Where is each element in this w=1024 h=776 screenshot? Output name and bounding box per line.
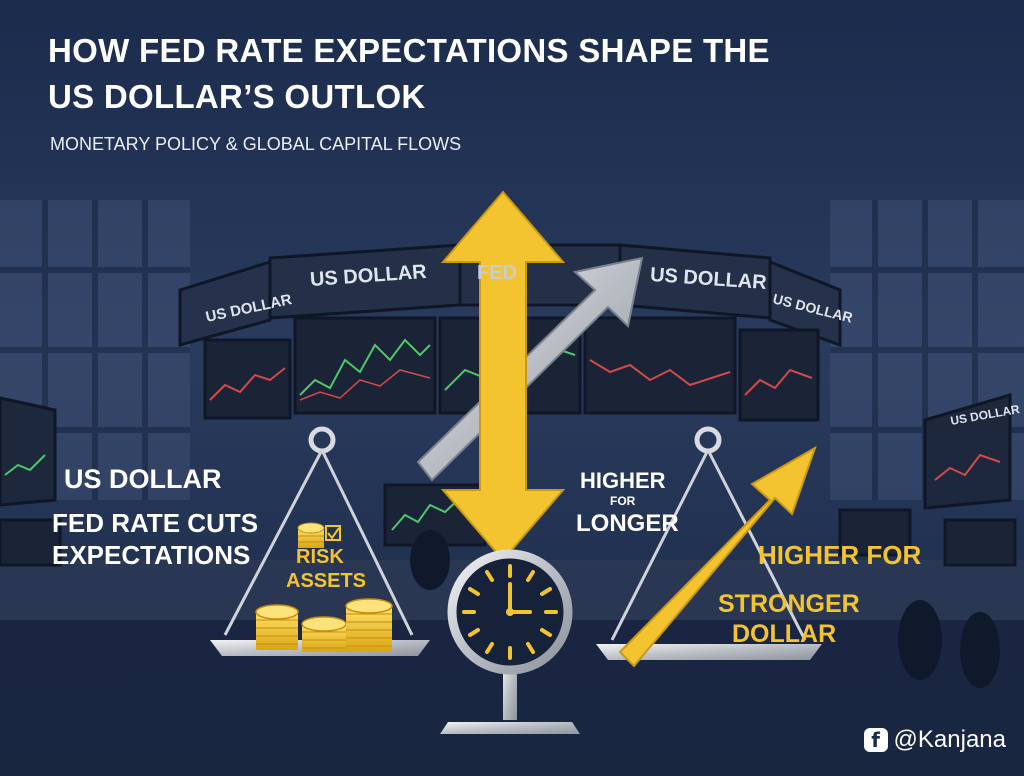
pan-label-risk: RISK xyxy=(296,546,344,568)
page-subtitle: MONETARY POLICY & GLOBAL CAPITAL FLOWS xyxy=(50,134,462,154)
right-stronger: STRONGER xyxy=(718,590,860,618)
chart-screens xyxy=(203,316,820,422)
page-title: HOW FED RATE EXPECTATIONS SHAPE THE US D… xyxy=(48,28,770,120)
left-heading: US DOLLAR xyxy=(64,464,222,494)
right-dollar: DOLLAR xyxy=(732,620,837,648)
right-longer: LONGER xyxy=(576,510,679,537)
silver-up-arrow xyxy=(416,256,644,482)
facebook-icon: f xyxy=(863,728,888,752)
far-right-monitor xyxy=(923,392,1012,510)
watermark-handle: @Kanjana xyxy=(893,726,1006,753)
clock-icon xyxy=(447,549,573,675)
page-title-line1: HOW FED RATE EXPECTATIONS SHAPE THE xyxy=(48,32,770,69)
screen-label-center-logo: FED xyxy=(477,262,517,284)
watermark: f @Kanjana xyxy=(863,726,1006,754)
gold-coins xyxy=(255,522,393,652)
pan-label-assets: ASSETS xyxy=(286,570,367,592)
yellow-up-arrow xyxy=(618,445,817,668)
right-higher: HIGHER xyxy=(580,468,666,493)
right-for: FOR xyxy=(610,494,636,508)
left-line1: FED RATE CUTS xyxy=(52,508,259,538)
upper-screen-ring xyxy=(178,243,842,348)
page-title-line2: US DOLLAR’S OUTLOK xyxy=(48,78,426,115)
left-line2: EXPECTATIONS xyxy=(52,540,251,570)
far-left-monitor xyxy=(0,396,57,507)
right-higher-for: HIGHER FOR xyxy=(758,540,922,570)
checkbox-icon xyxy=(325,525,341,541)
